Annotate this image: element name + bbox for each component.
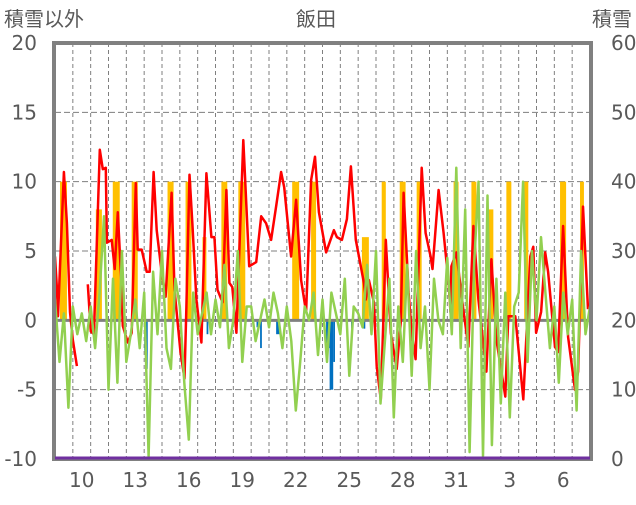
right-tick-label: 30 bbox=[611, 239, 636, 263]
x-tick-label: 13 bbox=[123, 468, 148, 492]
x-tick-label: 10 bbox=[69, 468, 94, 492]
x-tick-label: 22 bbox=[283, 468, 308, 492]
temperature-line bbox=[86, 138, 590, 401]
bars bbox=[59, 181, 584, 390]
left-tick-label: 20 bbox=[12, 31, 37, 55]
sunshine-bar bbox=[311, 181, 317, 321]
left-tick-label: 15 bbox=[12, 100, 37, 124]
x-tick-label: 31 bbox=[444, 468, 469, 492]
sunshine-bar bbox=[95, 209, 102, 321]
precipitation-bar bbox=[276, 320, 280, 335]
sunshine-bar bbox=[238, 181, 246, 321]
sunshine-bar bbox=[167, 181, 174, 321]
x-tick-label: 25 bbox=[337, 468, 362, 492]
left-tick-label: 10 bbox=[12, 170, 37, 194]
sunshine-bar bbox=[59, 181, 67, 321]
sunshine-bar bbox=[453, 181, 459, 321]
left-tick-label: -5 bbox=[17, 378, 37, 402]
right-tick-label: 20 bbox=[611, 308, 636, 332]
sunshine-bar bbox=[524, 181, 529, 321]
right-axis-title: 積雪 bbox=[592, 7, 632, 31]
precipitation-bar bbox=[363, 320, 366, 329]
left-tick-label: -10 bbox=[4, 447, 37, 471]
chart-title: 飯田 bbox=[296, 7, 336, 31]
wind-line bbox=[53, 166, 592, 458]
precipitation-bar bbox=[329, 320, 334, 390]
right-tick-label: 0 bbox=[611, 447, 624, 471]
x-tick-label: 16 bbox=[176, 468, 201, 492]
plot-frame bbox=[52, 41, 593, 461]
x-tick-label: 19 bbox=[230, 468, 255, 492]
right-tick-label: 50 bbox=[611, 100, 636, 124]
precipitation-bar bbox=[260, 320, 262, 349]
right-tick-label: 10 bbox=[611, 378, 636, 402]
precipitation-bar bbox=[206, 320, 209, 335]
x-tick-label: 3 bbox=[503, 468, 516, 492]
sunshine-bar bbox=[292, 181, 300, 321]
precipitation-bar bbox=[333, 320, 335, 362]
right-tick-label: 60 bbox=[611, 31, 636, 55]
left-axis-title: 積雪以外 bbox=[4, 7, 84, 31]
x-tick-label: 28 bbox=[390, 468, 415, 492]
lines bbox=[53, 138, 592, 461]
sunshine-bar bbox=[381, 181, 386, 321]
left-tick-label: 5 bbox=[24, 239, 37, 263]
left-tick-label: 0 bbox=[24, 308, 37, 332]
precipitation-bar bbox=[256, 320, 259, 328]
sunshine-bar bbox=[506, 181, 512, 321]
x-tick-label: 6 bbox=[557, 468, 570, 492]
right-tick-label: 40 bbox=[611, 170, 636, 194]
